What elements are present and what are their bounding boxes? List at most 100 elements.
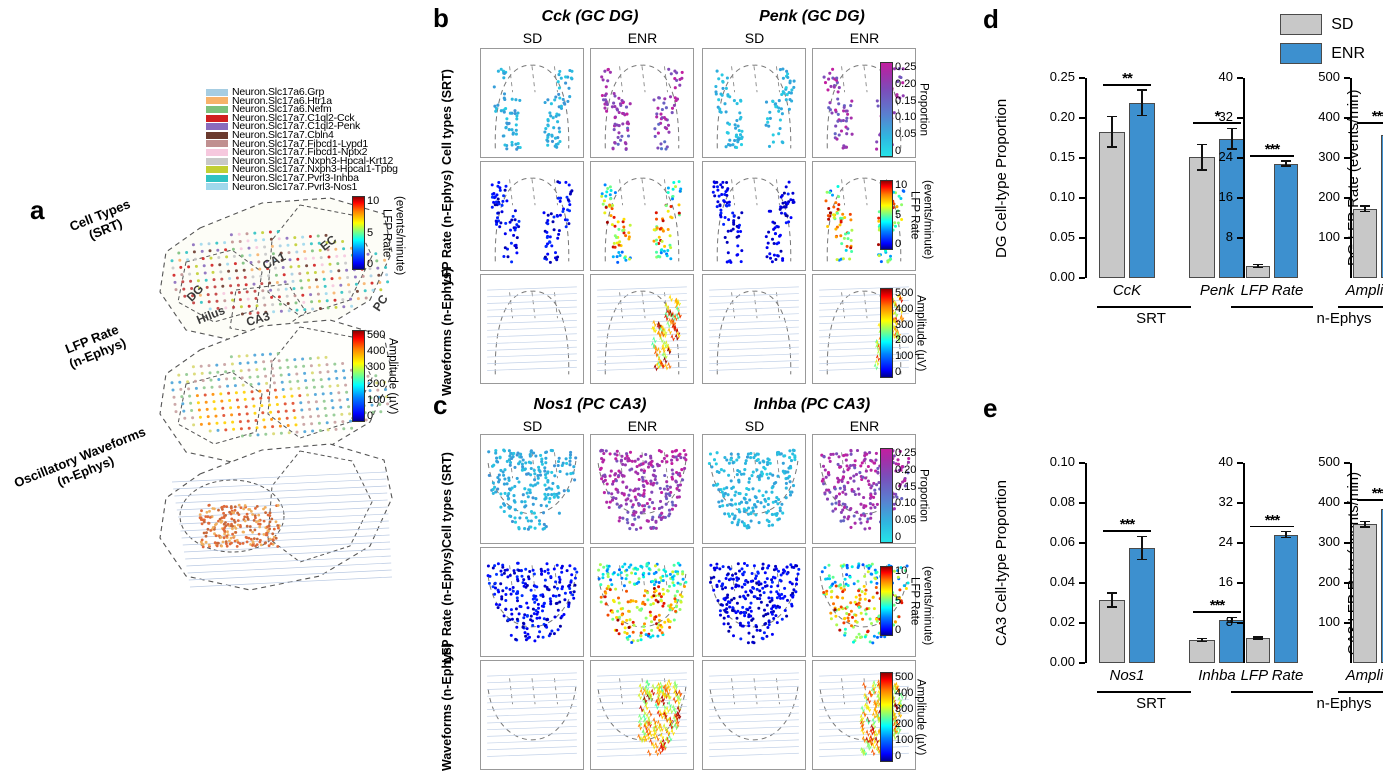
tick: 0: [367, 258, 374, 270]
panel-b-letter: b: [433, 3, 449, 33]
panel-c-cond-enr-1: ENR: [849, 418, 880, 434]
y-tick-label: 24: [1218, 534, 1233, 549]
y-tick: [1237, 237, 1243, 239]
panel-d: d SD ENR 0.25 0.20 0.15 0.10 0.05 0.00 ** CcK * Pe…: [975, 0, 1383, 385]
error-bar: [1364, 206, 1366, 212]
error-bar-cap: [1281, 530, 1291, 533]
legend-item-enr: ENR: [1280, 43, 1365, 64]
legend-item: Neuron.Slc17a7.Nxph3-Hpcal1-Tpbg: [206, 164, 398, 174]
tick: 5: [895, 594, 902, 607]
y-tick-label: 40: [1218, 69, 1233, 84]
bar-enr-lfp-rate: [1274, 534, 1298, 663]
slab-lfp-rate: [159, 319, 393, 467]
panel-c-letter: c: [433, 390, 448, 420]
significance-rule: [1103, 530, 1151, 532]
tick: 100: [367, 393, 386, 406]
category-label-amplitude: Amplitude: [1345, 282, 1383, 299]
tick: 0.10: [895, 497, 917, 510]
significance-marker: *: [1214, 108, 1221, 126]
y-tick: [1079, 237, 1085, 239]
y-tick: [1079, 77, 1085, 79]
significance-marker: ***: [1371, 108, 1383, 125]
bar-enr-amplitude: [1381, 509, 1383, 663]
tick: 5: [895, 208, 902, 221]
y-tick-label: 400: [1318, 494, 1340, 509]
tile-r2-c2: [702, 660, 806, 770]
significance-rule: [1357, 499, 1383, 501]
error-bar: [1364, 521, 1366, 527]
colorbar-amplitude-panel-a: 500 400 300 200 100 0 Amplitude (µV): [352, 330, 398, 422]
tile-r0-c1: [590, 48, 694, 158]
category-label-lfp-rate: LFP Rate: [1240, 282, 1304, 299]
tick: 500: [367, 329, 386, 341]
colorbar-lfp-rate-title: LFP Rate: [908, 576, 921, 626]
y-tick: [1079, 662, 1085, 664]
error-bar: [1201, 144, 1203, 170]
panel-b-group-1-title: Penk (GC DG): [759, 8, 865, 25]
tick: 0.25: [895, 61, 917, 73]
significance-rule: [1250, 525, 1294, 528]
tick: 500: [895, 671, 914, 683]
error-bar: [1231, 128, 1233, 150]
y-tick-label: 0.06: [1049, 534, 1075, 549]
row-label-text: Cell types: [440, 489, 454, 549]
y-tick: [1079, 582, 1085, 584]
y-tick-label: 0.20: [1049, 109, 1075, 124]
panel-c-colorbar-lfp-rate: 10 5 0 LFP Rate (events/minute): [880, 566, 933, 645]
legend-swatch-icon: [1280, 14, 1323, 35]
colorbar-amplitude-gradient: [352, 330, 365, 422]
tick: 0.20: [895, 77, 917, 90]
legend-item: Neuron.Slc17a7.C1ql2-Penk: [206, 120, 398, 133]
group-rule: [1338, 306, 1383, 308]
error-bar-cap: [1197, 640, 1207, 643]
significance-rule: [1193, 611, 1241, 613]
colorbar-lfp-rate-units: (events/minute): [393, 196, 406, 276]
panel-c-colorbar-amplitude: 500 400 300 200 100 0 Amplitude (µV): [880, 672, 926, 762]
bar-enr-amplitude: [1381, 134, 1383, 278]
y-tick-label: 0.02: [1049, 614, 1075, 629]
error-bar-cap: [1253, 638, 1263, 640]
y-tick: [1079, 542, 1085, 544]
legend-item-label: Neuron.Slc17a7.Fibcd1-Lypd1: [232, 137, 369, 150]
error-bar-cap: [1107, 146, 1117, 148]
tick: 10: [895, 565, 908, 577]
legend-item-label: Neuron.Slc17a7.C1ql2-Cck: [232, 111, 355, 124]
error-bar-cap: [1137, 535, 1147, 538]
error-bar: [1285, 531, 1287, 538]
y-tick-label: 0.15: [1049, 149, 1075, 164]
legend-item: Neuron.Slc17a7.C1ql2-Cck: [206, 111, 398, 124]
panel-b-colorbar-amplitude: 500 400 300 200 100 0 Amplitude (µV): [880, 288, 926, 378]
y-tick-label: 400: [1318, 109, 1340, 124]
legend-item-label: Neuron.Slc17a6.Grp: [232, 86, 325, 98]
tile-r0-c1: [590, 434, 694, 544]
category-label-cck: CcK: [1112, 282, 1142, 299]
bar-sd-lfp-rate: [1246, 638, 1270, 663]
panel-b-row-label-waveforms: Waveforms (n-Ephys): [440, 268, 472, 396]
y-axis-line: [1350, 463, 1352, 663]
error-bar: [1231, 617, 1233, 623]
group-rule: [1338, 691, 1383, 693]
slab-waveforms: [159, 443, 393, 591]
colorbar-lfp-rate-ticks: 10 5 0: [895, 566, 907, 636]
group-sublabel: n-Ephys: [1316, 695, 1372, 712]
tick: 0.05: [895, 514, 917, 527]
panel-c-cond-sd-0: SD: [522, 418, 543, 434]
y-tick: [1344, 77, 1350, 79]
tile-r2-c3: [812, 274, 916, 384]
category-label-nos1: Nos1: [1109, 667, 1145, 684]
tile-r2-c1: [590, 660, 694, 770]
panel-c-colorbar-proportion: 0.25 0.20 0.15 0.10 0.05 0 Proportion: [880, 448, 929, 543]
legend-swatch-icon: [206, 131, 228, 139]
y-tick: [1344, 542, 1350, 544]
colorbar-proportion-title: Proportion: [917, 82, 930, 137]
y-tick-label: 200: [1318, 574, 1340, 589]
category-label-penk: Penk: [1199, 282, 1235, 299]
legend-item-label: Neuron.Slc17a7.C1ql2-Penk: [232, 120, 361, 133]
y-tick: [1237, 77, 1243, 79]
y-tick: [1079, 157, 1085, 159]
legend-item: Neuron.Slc17a7.Nxph3-Hpcal-Krt12: [206, 156, 398, 166]
y-tick-label: 0.10: [1049, 189, 1075, 204]
tick: 0: [895, 365, 902, 378]
tick: 300: [895, 702, 914, 715]
